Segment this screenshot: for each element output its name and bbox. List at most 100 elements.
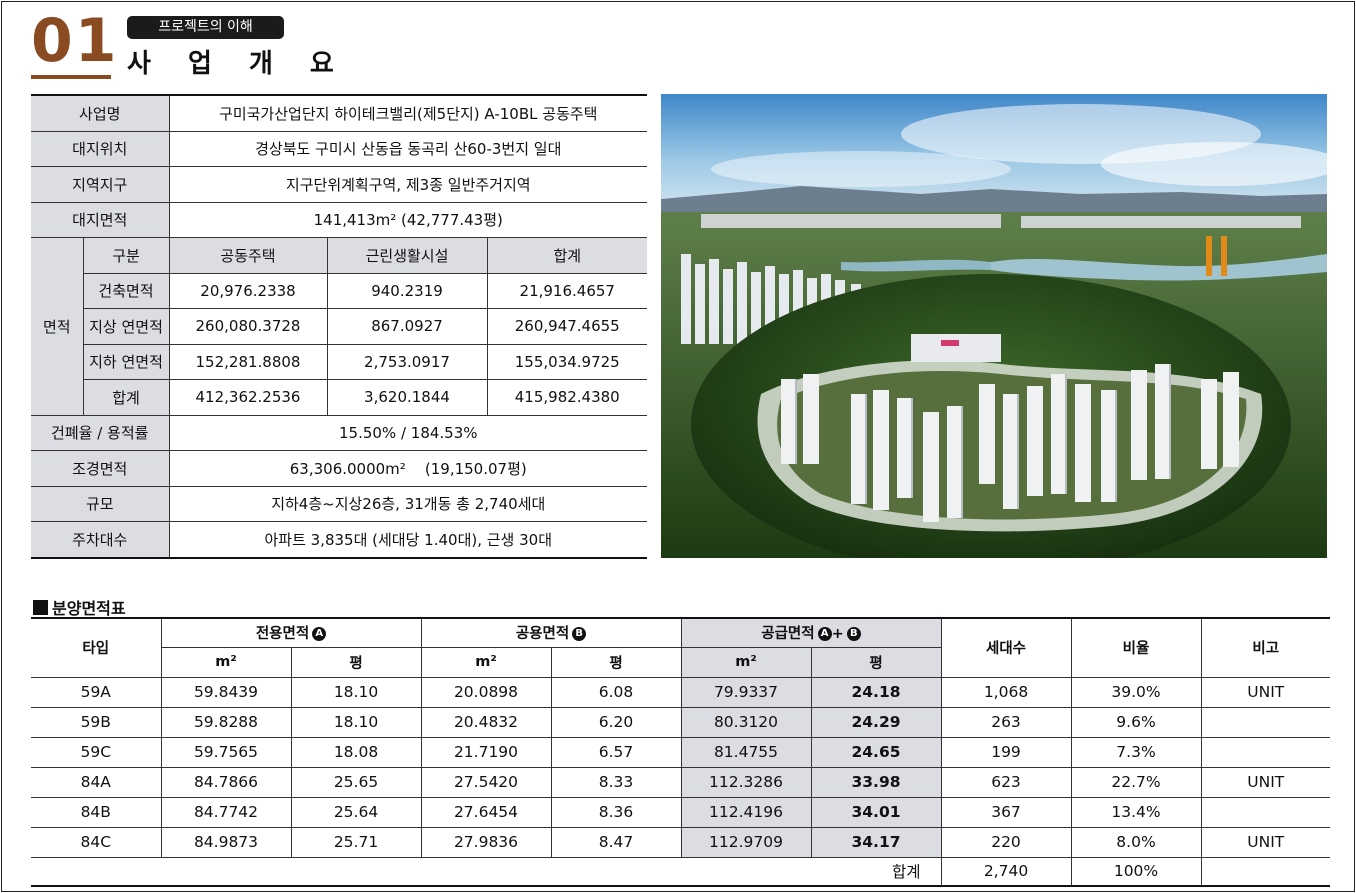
cell-type: 59A <box>31 676 162 708</box>
table-row: 84B 84.7742 25.64 27.6454 8.36 112.4196 … <box>31 796 1330 828</box>
cell-co-py: 8.47 <box>550 826 682 858</box>
area-group-label: 면적 <box>31 237 84 416</box>
total-label: 합계 <box>31 856 941 886</box>
area-row: 지상 연면적 260,080.3728 867.0927 260,947.465… <box>31 308 647 345</box>
unit-m2: m² <box>161 646 292 678</box>
overview-label: 지역지구 <box>31 166 170 203</box>
badge-b-icon: B <box>572 627 587 642</box>
cell-su-py: 24.65 <box>810 736 942 768</box>
cell-ratio: 39.0% <box>1070 676 1202 708</box>
col-exclusive: 전용면적 A <box>160 617 422 648</box>
cell-su-m2: 112.3286 <box>680 766 812 798</box>
area-cell: 260,947.4655 <box>486 308 647 345</box>
area-row: 합계 412,362.2536 3,620.1844 415,982.4380 <box>31 379 647 416</box>
overview-value: 구미국가산업단지 하이테크밸리(제5단지) A-10BL 공동주택 <box>168 94 647 132</box>
cell-ex-m2: 59.8439 <box>160 676 292 708</box>
overview-row: 건폐율 / 용적률 15.50% / 184.53% <box>31 414 647 451</box>
table-row: 59B 59.8288 18.10 20.4832 6.20 80.3120 2… <box>31 706 1330 738</box>
unit-pyeong: 평 <box>550 646 682 678</box>
cell-ex-py: 25.71 <box>290 826 422 858</box>
overview-value: 지구단위계획구역, 제3종 일반주거지역 <box>168 166 647 203</box>
col-supply-label: 공급면적 <box>761 626 815 643</box>
cell-ex-py: 25.65 <box>290 766 422 798</box>
col-type: 타입 <box>31 617 162 678</box>
cell-ex-m2: 59.8288 <box>160 706 292 738</box>
badge-b-icon: B <box>846 627 861 642</box>
overview-value: 141,413m² (42,777.43평) <box>168 201 647 238</box>
cell-co-m2: 27.5420 <box>420 766 552 798</box>
cell-co-py: 8.33 <box>550 766 682 798</box>
cell-type: 84C <box>31 826 162 858</box>
overview-row: 사업명 구미국가산업단지 하이테크밸리(제5단지) A-10BL 공동주택 <box>31 94 647 132</box>
table-row: 84A 84.7866 25.65 27.5420 8.33 112.3286 … <box>31 766 1330 798</box>
cell-households: 263 <box>940 706 1072 738</box>
square-bullet-icon <box>33 599 48 615</box>
cell-ex-py: 18.10 <box>290 706 422 738</box>
col-supply: 공급면적 A + B <box>680 617 942 648</box>
section-underline <box>31 75 111 79</box>
overview-row: 주차대수 아파트 3,835대 (세대당 1.40대), 근생 30대 <box>31 521 647 558</box>
cell-ratio: 13.4% <box>1070 796 1202 828</box>
cell-su-m2: 80.3120 <box>680 706 812 738</box>
area-cell: 2,753.0917 <box>326 343 488 380</box>
cell-su-py: 34.17 <box>810 826 942 858</box>
area-table-heading: 분양면적표 <box>33 595 126 619</box>
unit-pyeong: 평 <box>290 646 422 678</box>
total-ratio: 100% <box>1070 856 1202 886</box>
cell-note <box>1200 706 1330 738</box>
cell-ex-m2: 59.7565 <box>160 736 292 768</box>
total-row: 합계 2,740 100% <box>31 856 1330 886</box>
badge-a-icon: A <box>817 627 832 642</box>
overview-value: 아파트 3,835대 (세대당 1.40대), 근생 30대 <box>168 521 647 558</box>
cell-co-py: 6.20 <box>550 706 682 738</box>
col-note: 비고 <box>1200 617 1330 678</box>
area-cell: 940.2319 <box>326 272 488 309</box>
cell-co-m2: 20.0898 <box>420 676 552 708</box>
area-row: 건축면적 20,976.2338 940.2319 21,916.4657 <box>31 272 647 309</box>
cell-ex-m2: 84.7866 <box>160 766 292 798</box>
col-common-label: 공용면적 <box>515 626 570 643</box>
overview-value: 15.50% / 184.53% <box>168 414 647 451</box>
area-row-label: 지하 연면적 <box>83 343 170 380</box>
section-title: 사 업 개 요 <box>127 49 348 79</box>
cell-su-py: 33.98 <box>810 766 942 798</box>
badge-a-icon: A <box>312 627 327 642</box>
cell-ratio: 22.7% <box>1070 766 1202 798</box>
overview-label: 주차대수 <box>31 521 170 558</box>
total-note <box>1200 856 1330 886</box>
overview-label: 사업명 <box>31 94 170 132</box>
overview-label: 조경면적 <box>31 450 170 487</box>
cell-households: 199 <box>940 736 1072 768</box>
cell-co-m2: 20.4832 <box>420 706 552 738</box>
area-header-row: 면적 구분 공동주택 근린생활시설 합계 <box>31 237 647 416</box>
section-tag: 프로젝트의 이해 <box>127 16 284 39</box>
cell-households: 220 <box>940 826 1072 858</box>
overview-value: 지하4층~지상26층, 31개동 총 2,740세대 <box>168 485 647 522</box>
unit-m2: m² <box>420 646 552 678</box>
area-cell: 20,976.2338 <box>168 272 328 309</box>
cell-co-py: 8.36 <box>550 796 682 828</box>
area-row: 지하 연면적 152,281.8808 2,753.0917 155,034.9… <box>31 343 647 380</box>
cell-co-m2: 27.9836 <box>420 826 552 858</box>
area-header: 공동주택 <box>168 237 328 274</box>
total-households: 2,740 <box>940 856 1072 886</box>
overview-row: 지역지구 지구단위계획구역, 제3종 일반주거지역 <box>31 166 647 203</box>
cell-ratio: 7.3% <box>1070 736 1202 768</box>
cell-co-py: 6.08 <box>550 676 682 708</box>
cell-ratio: 8.0% <box>1070 826 1202 858</box>
table-row: 59C 59.7565 18.08 21.7190 6.57 81.4755 2… <box>31 736 1330 768</box>
cell-ex-py: 18.08 <box>290 736 422 768</box>
overview-label: 대지위치 <box>31 130 170 167</box>
area-cell: 415,982.4380 <box>486 379 647 416</box>
col-common: 공용면적 B <box>420 617 682 648</box>
cell-su-py: 24.18 <box>810 676 942 708</box>
area-row-label: 건축면적 <box>83 272 170 309</box>
cell-note <box>1200 796 1330 828</box>
cell-type: 84A <box>31 766 162 798</box>
cell-su-m2: 112.9709 <box>680 826 812 858</box>
overview-value: 63,306.0000m² (19,150.07평) <box>168 450 647 487</box>
col-households: 세대수 <box>940 617 1072 678</box>
overview-row: 대지위치 경상북도 구미시 산동읍 동곡리 산60-3번지 일대 <box>31 130 647 167</box>
area-cell: 3,620.1844 <box>326 379 488 416</box>
